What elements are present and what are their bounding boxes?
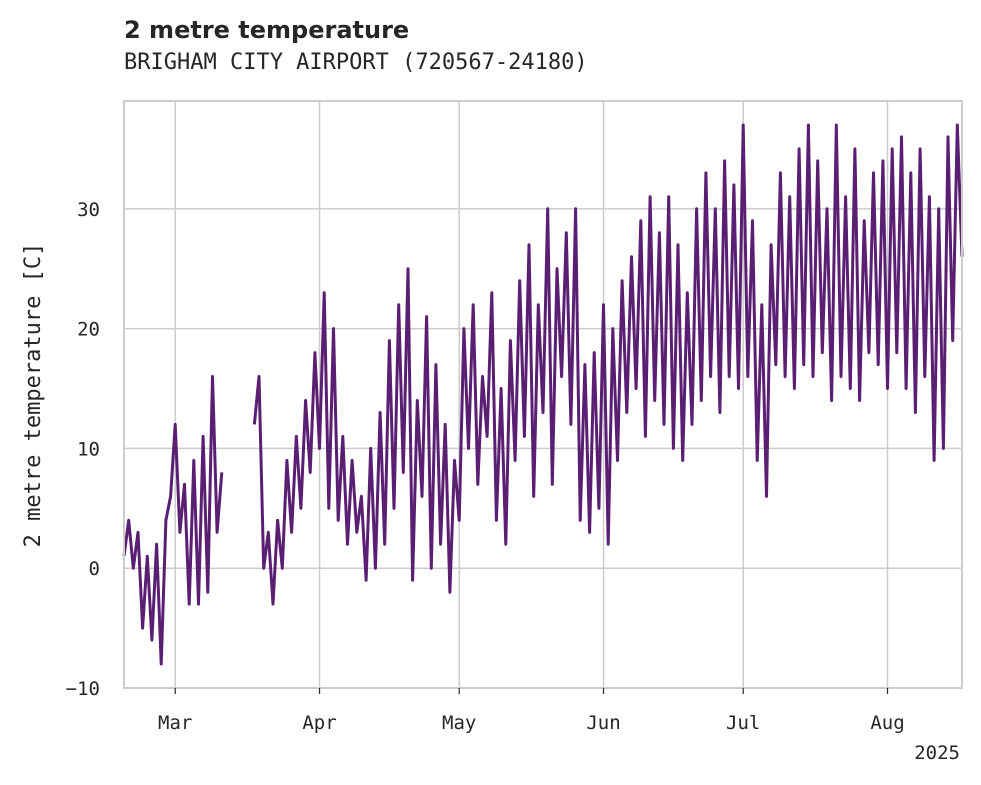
y-tick-labels: −10 0 10 20 30 — [66, 199, 100, 700]
y-tick-label: 10 — [77, 438, 100, 460]
chart-subtitle: BRIGHAM CITY AIRPORT (720567-24180) — [124, 50, 588, 75]
temperature-series-line — [122, 375, 224, 666]
temperature-series-line — [252, 123, 964, 606]
y-tick-label: 0 — [89, 558, 100, 580]
year-label: 2025 — [914, 742, 960, 764]
x-tick-label: Aug — [870, 712, 904, 734]
series-group — [122, 123, 964, 666]
y-tick-label: 30 — [77, 199, 100, 221]
x-tick-label: Jun — [586, 712, 620, 734]
chart-title: 2 metre temperature — [124, 16, 410, 44]
plot-frame — [123, 100, 963, 689]
x-tick-label: Jul — [726, 712, 760, 734]
x-tick-label: May — [442, 712, 476, 734]
x-tick-label: Apr — [302, 712, 336, 734]
x-tick-label: Mar — [158, 712, 192, 734]
y-axis-label: 2 metre temperature [C] — [21, 243, 46, 548]
x-tick-labels: Mar Apr May Jun Jul Aug — [158, 688, 905, 734]
y-tick-label: −10 — [66, 678, 100, 700]
y-tick-label: 20 — [77, 319, 100, 341]
